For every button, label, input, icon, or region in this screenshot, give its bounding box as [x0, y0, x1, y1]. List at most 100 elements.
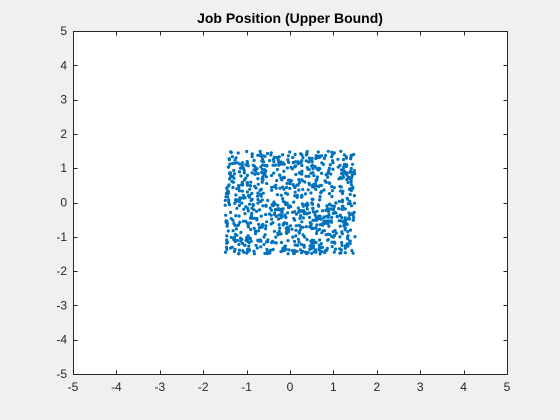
- data-point: [272, 171, 276, 175]
- x-tick-label: 4: [460, 380, 467, 394]
- data-point: [256, 198, 260, 202]
- data-point: [286, 158, 290, 162]
- data-point: [246, 181, 250, 185]
- data-point: [339, 149, 343, 153]
- data-point: [351, 251, 355, 255]
- data-point: [235, 187, 239, 191]
- data-point: [270, 217, 274, 221]
- data-point: [297, 231, 301, 235]
- data-point: [299, 209, 303, 213]
- y-tick-label: 3: [60, 93, 67, 107]
- data-point: [254, 186, 258, 190]
- data-point: [315, 223, 319, 227]
- data-point: [237, 200, 241, 204]
- data-point: [249, 180, 253, 184]
- data-point: [311, 167, 315, 171]
- data-point: [264, 169, 268, 173]
- data-point: [303, 192, 308, 196]
- data-point: [322, 215, 326, 219]
- data-point: [231, 174, 235, 179]
- data-point: [293, 190, 297, 194]
- data-point: [331, 211, 335, 215]
- data-point: [264, 204, 268, 208]
- data-point: [314, 248, 318, 252]
- data-point: [257, 222, 261, 226]
- data-point: [247, 249, 251, 253]
- data-point: [227, 157, 231, 161]
- data-point: [297, 181, 301, 185]
- data-point: [344, 155, 348, 159]
- data-point: [331, 159, 335, 163]
- data-point: [281, 153, 285, 157]
- data-point: [344, 222, 348, 226]
- data-point: [286, 154, 290, 158]
- data-point: [315, 229, 319, 233]
- data-point: [227, 183, 231, 187]
- data-point: [233, 158, 237, 162]
- data-point: [346, 180, 350, 185]
- data-point: [240, 189, 244, 193]
- data-point: [352, 152, 356, 157]
- data-point: [242, 168, 246, 172]
- y-tick-label: 0: [60, 196, 67, 210]
- data-point: [264, 227, 268, 231]
- x-tick-label: 5: [504, 380, 511, 394]
- data-point: [280, 211, 284, 215]
- data-point: [290, 227, 294, 231]
- y-tick-label: -3: [56, 298, 67, 312]
- data-point: [278, 186, 282, 190]
- data-point: [322, 156, 326, 160]
- data-point: [351, 218, 355, 222]
- data-point: [277, 223, 281, 227]
- data-point: [300, 178, 304, 182]
- data-point: [324, 180, 328, 184]
- data-point: [307, 174, 311, 178]
- data-point: [308, 183, 312, 187]
- data-point: [225, 224, 229, 228]
- data-point: [299, 214, 303, 218]
- data-point: [223, 250, 228, 254]
- data-point: [261, 191, 265, 195]
- data-point: [264, 224, 268, 228]
- data-point: [281, 197, 285, 201]
- data-point: [339, 189, 343, 193]
- data-point: [298, 216, 302, 220]
- data-point: [268, 206, 272, 210]
- data-point: [237, 248, 241, 252]
- data-point: [252, 249, 256, 253]
- data-point: [274, 186, 278, 190]
- data-point: [322, 188, 326, 192]
- data-point: [263, 251, 267, 255]
- data-point: [239, 174, 243, 178]
- data-point: [247, 241, 251, 245]
- data-point: [305, 212, 309, 216]
- data-point: [352, 201, 357, 205]
- data-point: [246, 209, 250, 213]
- data-point: [298, 248, 303, 252]
- data-point: [237, 242, 241, 247]
- data-point: [338, 235, 342, 239]
- data-point: [332, 204, 336, 208]
- data-point: [247, 195, 251, 199]
- data-point: [237, 184, 241, 188]
- data-point: [348, 228, 353, 232]
- data-point: [230, 155, 234, 159]
- data-point: [304, 225, 308, 229]
- data-point: [260, 157, 265, 161]
- y-tick-label: 2: [60, 127, 67, 141]
- data-point: [255, 167, 259, 171]
- data-point: [288, 186, 292, 190]
- data-point: [296, 160, 300, 164]
- data-point: [326, 149, 330, 153]
- data-point: [326, 175, 330, 179]
- data-point: [295, 249, 299, 253]
- data-point: [300, 251, 304, 255]
- data-point: [315, 175, 319, 179]
- data-point: [250, 191, 254, 196]
- data-point: [314, 187, 318, 191]
- data-point: [233, 161, 237, 165]
- data-point: [320, 161, 324, 165]
- data-point: [305, 207, 309, 211]
- data-point: [300, 169, 304, 173]
